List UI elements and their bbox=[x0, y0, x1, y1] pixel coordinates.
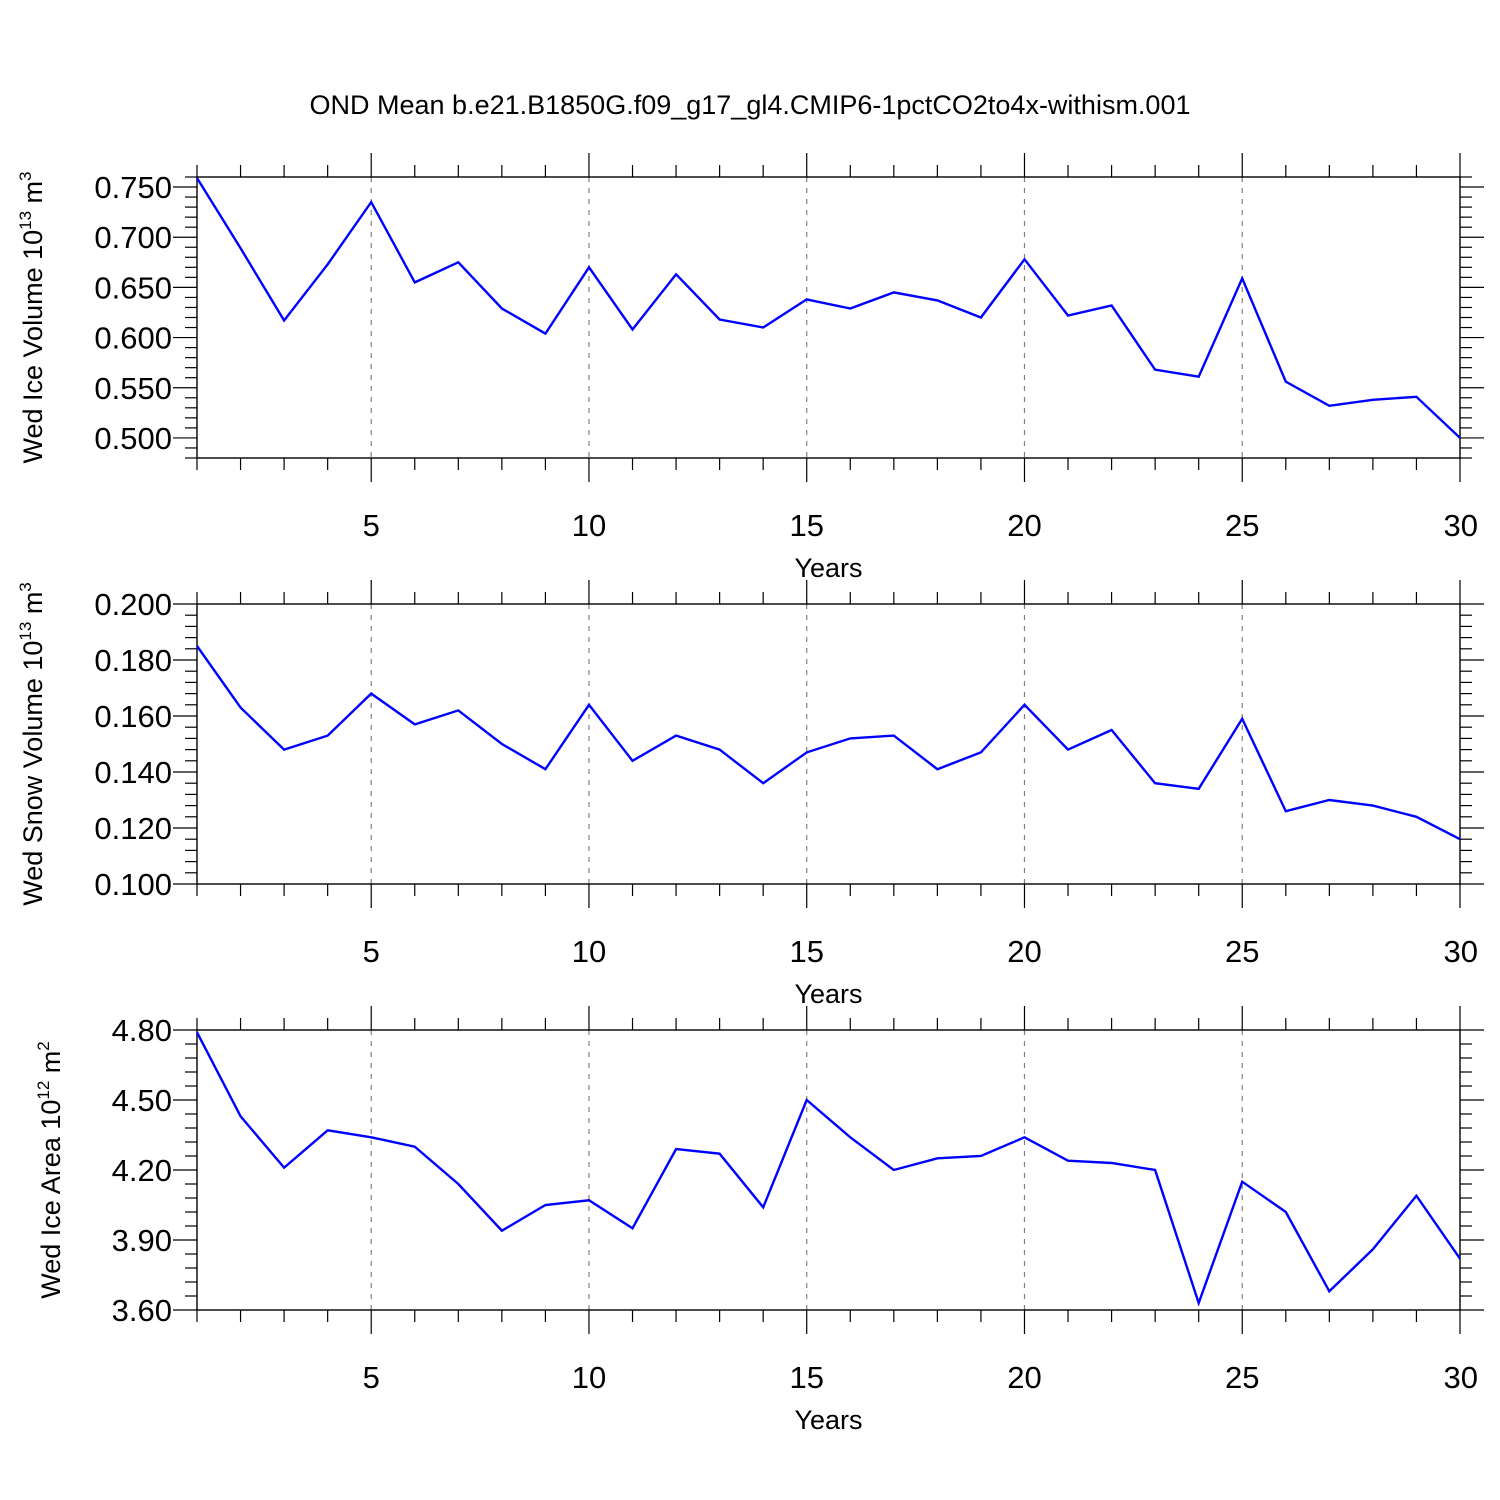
y-axis-label-part: 2 bbox=[34, 1041, 53, 1050]
y-tick-label: 0.180 bbox=[94, 643, 172, 678]
y-tick-label: 0.550 bbox=[94, 371, 172, 406]
y-axis-label: Wed Snow Volume 1013 m3 bbox=[16, 582, 48, 906]
y-axis-label: Wed Ice Area 1012 m2 bbox=[34, 1041, 66, 1299]
x-tick-label: 15 bbox=[789, 934, 823, 969]
x-tick-label: 30 bbox=[1444, 1360, 1478, 1395]
x-tick-label: 10 bbox=[572, 1360, 606, 1395]
plot-frame bbox=[196, 1029, 1461, 1311]
x-tick-label: 15 bbox=[789, 1360, 823, 1395]
y-tick-label: 0.100 bbox=[94, 867, 172, 902]
y-tick-label: 0.120 bbox=[94, 811, 172, 846]
y-axis-label-part: Wed Ice Area 10 bbox=[36, 1100, 66, 1299]
chart-panel-2: 5 10 15 20 25 30 0.100 0.120 0.140 0.160 0.180 0.20… bbox=[16, 580, 1484, 1009]
chart-panel-3: 5 10 15 20 25 30 3.60 3.90 4.20 4.50 4.80 Years Wed … bbox=[34, 1006, 1484, 1435]
y-tick-label: 0.140 bbox=[94, 755, 172, 790]
y-tick-label: 4.20 bbox=[112, 1153, 172, 1188]
chart-title: OND Mean b.e21.B1850G.f09_g17_gl4.CMIP6-… bbox=[310, 90, 1191, 120]
x-tick-label: 20 bbox=[1007, 508, 1041, 543]
y-tick-label: 0.600 bbox=[94, 321, 172, 356]
y-axis-label: Wed Ice Volume 1013 m3 bbox=[16, 171, 48, 463]
y-tick-label: 0.160 bbox=[94, 699, 172, 734]
x-tick-label: 5 bbox=[363, 508, 380, 543]
y-tick-label: 3.60 bbox=[112, 1293, 172, 1328]
y-axis-label-part: 13 bbox=[16, 211, 35, 230]
chart-panel-1: 5 10 15 20 25 30 0.500 0.550 0.600 0.650 0.700 0.75… bbox=[16, 153, 1484, 583]
y-axis-label-part: m bbox=[36, 1051, 66, 1081]
y-axis-label-part: 3 bbox=[16, 582, 35, 591]
series-line bbox=[195, 177, 1461, 439]
x-tick-label: 30 bbox=[1444, 934, 1478, 969]
y-axis-label-part: 3 bbox=[16, 171, 35, 180]
x-tick-label: 10 bbox=[572, 934, 606, 969]
y-tick-label: 3.90 bbox=[112, 1223, 172, 1258]
x-axis-label: Years bbox=[794, 553, 862, 583]
y-axis-label-part: Wed Ice Volume 10 bbox=[18, 230, 48, 464]
x-tick-label: 5 bbox=[363, 1360, 380, 1395]
x-tick-label: 25 bbox=[1225, 934, 1259, 969]
y-axis-label-part: m bbox=[18, 592, 48, 622]
series-line bbox=[195, 1031, 1461, 1307]
x-tick-label: 20 bbox=[1007, 1360, 1041, 1395]
y-axis-label-part: m bbox=[18, 181, 48, 211]
x-tick-label: 15 bbox=[789, 508, 823, 543]
y-tick-label: 0.700 bbox=[94, 220, 172, 255]
x-tick-label: 5 bbox=[363, 934, 380, 969]
x-tick-label: 30 bbox=[1444, 508, 1478, 543]
y-tick-label: 4.80 bbox=[112, 1013, 172, 1048]
plot-frame bbox=[196, 603, 1461, 885]
y-tick-label: 0.650 bbox=[94, 270, 172, 305]
y-axis-label-part: 12 bbox=[34, 1081, 53, 1100]
x-axis-label: Years bbox=[794, 979, 862, 1009]
x-tick-label: 25 bbox=[1225, 508, 1259, 543]
x-tick-label: 10 bbox=[572, 508, 606, 543]
y-tick-label: 4.50 bbox=[112, 1083, 172, 1118]
x-tick-label: 20 bbox=[1007, 934, 1041, 969]
y-tick-label: 0.750 bbox=[94, 170, 172, 205]
panels: 5 10 15 20 25 300.5000.5500.6000.6500.7000.75… bbox=[16, 153, 1484, 1435]
x-tick-label: 25 bbox=[1225, 1360, 1259, 1395]
series-line bbox=[196, 645, 1461, 841]
y-tick-label: 0.500 bbox=[94, 421, 172, 456]
y-axis-label-part: Wed Snow Volume 10 bbox=[18, 641, 48, 906]
y-axis-label-part: 13 bbox=[16, 622, 35, 641]
y-tick-label: 0.200 bbox=[94, 587, 172, 622]
x-axis-label: Years bbox=[794, 1405, 862, 1435]
plot-frame bbox=[196, 176, 1461, 459]
